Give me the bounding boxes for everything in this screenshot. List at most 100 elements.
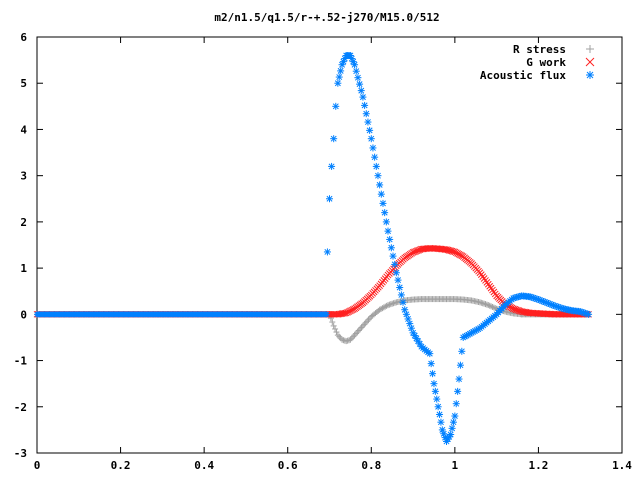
data-point bbox=[448, 424, 456, 432]
data-point bbox=[366, 315, 373, 322]
data-point bbox=[383, 302, 390, 309]
data-point bbox=[369, 144, 377, 152]
data-point bbox=[426, 350, 434, 358]
data-point bbox=[392, 269, 400, 277]
data-point bbox=[328, 162, 336, 170]
data-point bbox=[397, 291, 405, 299]
chart-title: m2/n1.5/q1.5/r-+.52-j270/M15.0/512 bbox=[214, 11, 439, 24]
legend-label: G work bbox=[526, 56, 566, 69]
data-point bbox=[430, 380, 438, 388]
data-point bbox=[365, 316, 372, 323]
data-point bbox=[455, 375, 463, 383]
data-point bbox=[356, 80, 364, 88]
data-point bbox=[386, 235, 394, 243]
data-point bbox=[340, 310, 347, 317]
data-point bbox=[364, 118, 372, 126]
data-point bbox=[399, 298, 407, 306]
data-point bbox=[379, 199, 387, 207]
data-point bbox=[323, 311, 330, 318]
data-point bbox=[485, 302, 492, 309]
data-point bbox=[389, 252, 397, 260]
data-point bbox=[362, 319, 369, 326]
data-point bbox=[357, 87, 365, 95]
y-tick-label: 1 bbox=[20, 262, 27, 275]
data-point bbox=[354, 74, 362, 82]
data-point bbox=[367, 135, 375, 143]
data-point bbox=[387, 244, 395, 252]
data-point bbox=[431, 387, 439, 395]
data-point bbox=[332, 325, 339, 332]
data-point bbox=[332, 102, 340, 110]
data-point bbox=[458, 347, 466, 355]
data-point bbox=[329, 319, 336, 326]
x-tick-label: 0 bbox=[34, 459, 41, 472]
data-point bbox=[384, 227, 392, 235]
data-point bbox=[361, 321, 368, 328]
data-point bbox=[330, 135, 338, 143]
y-tick-label: 2 bbox=[20, 216, 27, 229]
plot-frame bbox=[36, 36, 623, 454]
data-point bbox=[447, 431, 455, 439]
data-point bbox=[449, 418, 457, 426]
data-point bbox=[488, 303, 495, 310]
data-point bbox=[456, 361, 464, 369]
data-point bbox=[351, 332, 358, 339]
data-point bbox=[335, 73, 343, 81]
x-tick-label: 0.6 bbox=[278, 459, 298, 472]
data-point bbox=[433, 395, 441, 403]
data-point bbox=[429, 370, 437, 378]
y-tick-label: -2 bbox=[14, 401, 27, 414]
data-point bbox=[323, 248, 331, 256]
data-point bbox=[371, 153, 379, 161]
y-tick-labels: -3 -2 -1 0 1 2 3 4 5 6 bbox=[14, 31, 28, 460]
y-tick-label: 0 bbox=[20, 308, 27, 321]
data-point bbox=[352, 330, 359, 337]
data-point bbox=[364, 318, 371, 325]
data-point bbox=[330, 322, 337, 329]
data-point bbox=[326, 195, 333, 203]
series-g-work bbox=[33, 244, 592, 318]
data-point bbox=[334, 79, 342, 87]
data-point bbox=[366, 126, 374, 134]
x-tick-label: 1.4 bbox=[612, 459, 632, 472]
x-tick-label: 1 bbox=[452, 459, 459, 472]
data-point bbox=[333, 329, 340, 336]
data-point bbox=[377, 190, 385, 198]
series-layer bbox=[33, 51, 593, 445]
series-acoustic-flux bbox=[34, 51, 593, 445]
data-point bbox=[359, 322, 366, 329]
data-point bbox=[347, 336, 354, 343]
data-point bbox=[454, 387, 462, 395]
legend-marker bbox=[586, 45, 594, 53]
x-tick-label: 1.2 bbox=[528, 459, 548, 472]
data-point bbox=[358, 324, 365, 331]
data-point bbox=[374, 172, 382, 180]
data-point bbox=[350, 333, 357, 340]
y-tick-label: 4 bbox=[20, 123, 27, 136]
data-point bbox=[351, 61, 359, 69]
data-point bbox=[355, 327, 362, 334]
data-point bbox=[489, 303, 496, 310]
data-point bbox=[357, 325, 364, 332]
data-point bbox=[359, 93, 367, 101]
data-point bbox=[382, 218, 390, 226]
legend-marker bbox=[586, 71, 594, 79]
x-tick-label: 0.2 bbox=[111, 459, 131, 472]
data-point bbox=[437, 418, 445, 426]
data-point bbox=[396, 284, 404, 292]
data-point bbox=[486, 302, 493, 309]
y-tick-label: 6 bbox=[20, 31, 27, 44]
y-tick-label: -1 bbox=[14, 355, 28, 368]
y-tick-label: 5 bbox=[20, 77, 27, 90]
data-point bbox=[585, 310, 593, 318]
data-point bbox=[361, 101, 369, 109]
axis-ticks bbox=[36, 36, 623, 454]
data-point bbox=[348, 55, 356, 63]
y-tick-label: 3 bbox=[20, 170, 27, 183]
data-point bbox=[376, 181, 384, 189]
data-point bbox=[391, 260, 399, 268]
y-tick-label: -3 bbox=[14, 447, 27, 460]
data-point bbox=[381, 209, 389, 217]
legend-label: R stress bbox=[513, 43, 566, 56]
